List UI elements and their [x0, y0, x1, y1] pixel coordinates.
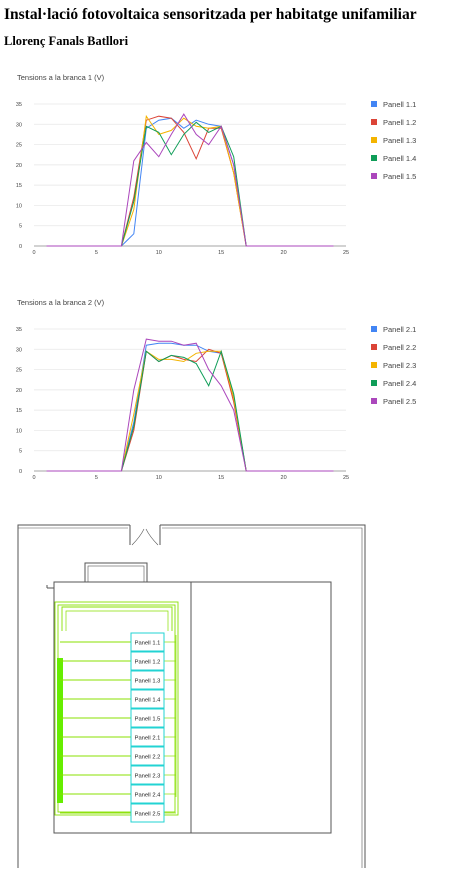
solar-panel-label: Panell 2.2: [135, 755, 161, 761]
solar-panel: [130, 708, 165, 728]
wire-bundle: [57, 658, 63, 803]
legend-swatch: [371, 137, 377, 143]
x-tick-label: 25: [343, 475, 349, 481]
x-tick-label: 15: [218, 475, 224, 481]
house-walls: [17, 524, 366, 868]
y-tick-label: 35: [16, 102, 22, 108]
solar-panel: [130, 727, 165, 747]
legend-label: Panell 1.1: [383, 100, 416, 109]
solar-panel: [130, 803, 165, 823]
series-line-1-3: [46, 114, 334, 247]
legend-label: Panell 1.3: [383, 136, 416, 145]
legend-swatch: [371, 380, 377, 386]
chart-branch-1-svg: Tensions a la branca 1 (V) 0 5 10 15 20 25 30 35…: [16, 73, 416, 270]
legend-swatch: [371, 362, 377, 368]
y-tick-label: 0: [19, 469, 22, 475]
wall-right: [160, 524, 366, 868]
page-title: Instal·lació fotovoltaica sensoritzada p…: [4, 6, 417, 23]
chart-title: Tensions a la branca 1 (V): [17, 73, 105, 82]
solar-panel-label: Panell 2.5: [135, 812, 161, 818]
y-tick-label: 10: [16, 203, 22, 209]
solar-panel: [130, 746, 165, 766]
legend-label: Panell 2.3: [383, 361, 416, 370]
solar-panel-label: Panell 1.5: [135, 717, 161, 723]
chart-title: Tensions a la branca 2 (V): [17, 298, 105, 307]
y-tick-label: 25: [16, 143, 22, 149]
solar-panel-label: Panell 2.4: [135, 793, 162, 799]
y-tick-label: 5: [19, 224, 22, 230]
x-tick-label: 5: [95, 250, 98, 256]
solar-panel-label: Panell 1.4: [135, 698, 162, 704]
wire-top-run-inner: [65, 610, 169, 631]
x-tick-label: 0: [32, 250, 35, 256]
legend-label: Panell 1.2: [383, 118, 416, 127]
x-tick-label: 20: [281, 250, 287, 256]
y-tick-label: 20: [16, 388, 22, 394]
solar-panel-label: Panell 2.3: [135, 774, 161, 780]
legend-swatch: [371, 326, 377, 332]
x-tick-label: 10: [156, 250, 162, 256]
y-tick-label: 30: [16, 122, 22, 128]
y-tick-label: 0: [19, 244, 22, 250]
legend-swatch: [371, 398, 377, 404]
x-tick-label: 15: [218, 250, 224, 256]
wire-loop: [54, 601, 179, 816]
voltage-chart-branch-1: Tensions a la branca 1 (V) 0 5 10 15 20 25 30 35…: [0, 66, 463, 270]
legend-label: Panell 1.5: [383, 172, 416, 181]
series-line-1-5: [46, 113, 334, 247]
y-tick-label: 10: [16, 428, 22, 434]
solar-panel: [130, 670, 165, 690]
legend-swatch: [371, 173, 377, 179]
series-line-1-2: [46, 115, 334, 247]
legend-swatch: [371, 119, 377, 125]
legend-label: Panell 1.4: [383, 154, 416, 163]
door-swing-left: [131, 528, 145, 546]
chart-branch-2-svg: Tensions a la branca 2 (V) 0 5 10 15 20 25 30 35…: [16, 298, 416, 495]
y-tick-label: 15: [16, 408, 22, 414]
wall-left: [17, 524, 130, 868]
x-tick-label: 20: [281, 475, 287, 481]
voltage-chart-branch-2: Tensions a la branca 2 (V) 0 5 10 15 20 25 30 35…: [0, 291, 463, 495]
y-tick-label: 15: [16, 183, 22, 189]
x-tick-label: 10: [156, 475, 162, 481]
solar-panel: [130, 784, 165, 804]
y-tick-label: 25: [16, 368, 22, 374]
solar-panel: [130, 765, 165, 785]
floor-plan: Panell 1.1 Panell 1.2 Panell 1.3 Panell 1.4…: [0, 515, 463, 871]
legend-label: Panell 2.1: [383, 325, 416, 334]
wiring: [54, 601, 179, 816]
y-tick-label: 20: [16, 163, 22, 169]
y-tick-label: 5: [19, 449, 22, 455]
roof-outline: [53, 581, 332, 834]
x-tick-label: 5: [95, 475, 98, 481]
wire-top-run: [61, 606, 173, 631]
x-tick-label: 0: [32, 475, 35, 481]
page-author: Llorenç Fanals Batllori: [4, 34, 129, 48]
legend-label: Panell 2.2: [383, 343, 416, 352]
y-tick-label: 30: [16, 347, 22, 353]
wall-right-inner: [162, 527, 363, 868]
series-line-2-5: [46, 338, 334, 472]
series-line-2-1: [46, 342, 334, 472]
floor-plan-svg: Panell 1.1 Panell 1.2 Panell 1.3 Panell 1.4…: [17, 524, 366, 868]
legend-swatch: [371, 155, 377, 161]
legend-swatch: [371, 344, 377, 350]
series-line-1-4: [46, 121, 334, 247]
door-swing-right: [145, 528, 159, 546]
y-tick-label: 35: [16, 327, 22, 333]
solar-panel-label: Panell 1.3: [135, 679, 161, 685]
solar-panel: [130, 689, 165, 709]
solar-panel: [130, 632, 165, 652]
legend-label: Panell 2.5: [383, 397, 416, 406]
chimney-inner: [87, 565, 145, 583]
solar-panels: Panell 1.1 Panell 1.2 Panell 1.3 Panell 1.4…: [130, 632, 165, 823]
x-tick-label: 25: [343, 250, 349, 256]
legend-label: Panell 2.4: [383, 379, 416, 388]
solar-panel-label: Panell 1.2: [135, 660, 161, 666]
solar-panel-label: Panell 1.1: [135, 641, 161, 647]
solar-panel: [130, 651, 165, 671]
solar-panel-label: Panell 2.1: [135, 736, 161, 742]
legend-swatch: [371, 101, 377, 107]
series-line-1-1: [46, 117, 334, 247]
